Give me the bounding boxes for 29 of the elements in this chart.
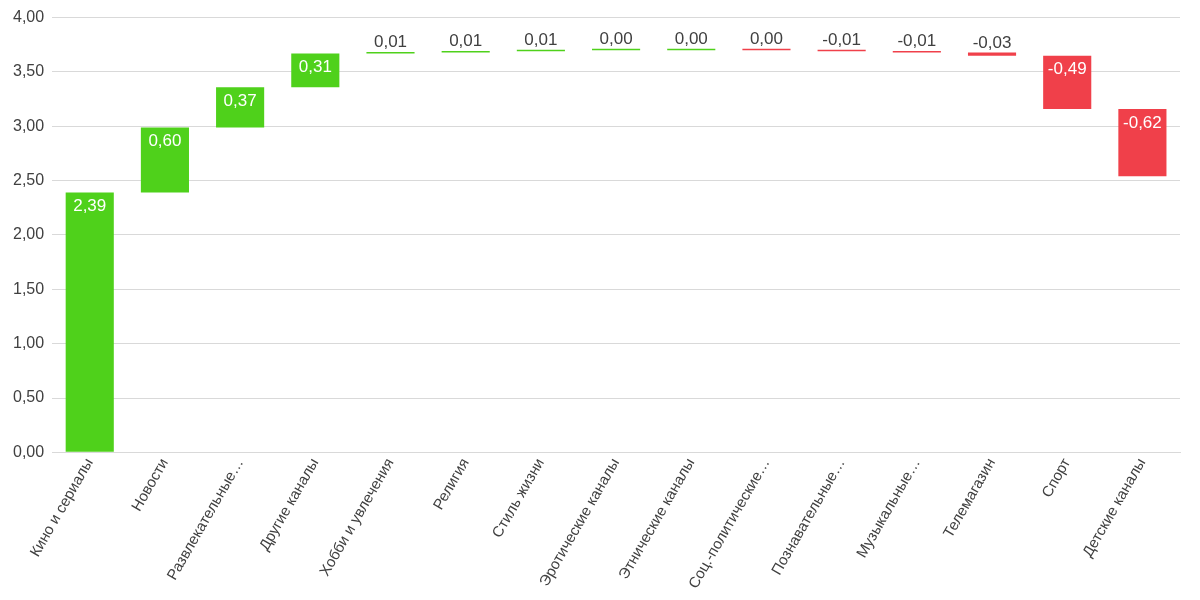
- y-tick-label: 1,50: [13, 279, 45, 297]
- y-tick-label: 3,50: [13, 62, 45, 80]
- data-label: -0,49: [1047, 59, 1087, 79]
- data-label: 0,00: [749, 28, 783, 48]
- data-label: 0,37: [223, 90, 257, 110]
- data-label: 0,31: [298, 57, 332, 77]
- data-label: -0,62: [1123, 112, 1162, 132]
- bar: [140, 127, 189, 193]
- y-tick-label: 0,50: [13, 388, 45, 406]
- data-label: 0,01: [449, 31, 483, 51]
- bar: [967, 52, 1017, 56]
- y-tick-label: 3,00: [13, 116, 45, 134]
- data-label: -0,01: [822, 29, 862, 49]
- y-tick-label: 4,00: [13, 8, 45, 26]
- y-tick-label: 2,50: [13, 171, 45, 189]
- y-tick-label: 1,00: [13, 334, 45, 352]
- data-label: 0,01: [524, 29, 558, 49]
- data-label: 0,00: [599, 28, 633, 48]
- bar: [1118, 108, 1167, 177]
- y-tick-label: 0,00: [13, 442, 45, 460]
- data-label: 0,01: [373, 32, 408, 52]
- data-label: -0,01: [897, 31, 937, 51]
- bar: [65, 192, 114, 452]
- data-label: 0,60: [148, 131, 182, 151]
- data-label: 2,39: [73, 196, 107, 216]
- y-tick-label: 2,00: [13, 225, 45, 243]
- bar: [1043, 55, 1092, 109]
- data-label: -0,03: [972, 32, 1012, 52]
- data-label: 0,00: [674, 28, 708, 48]
